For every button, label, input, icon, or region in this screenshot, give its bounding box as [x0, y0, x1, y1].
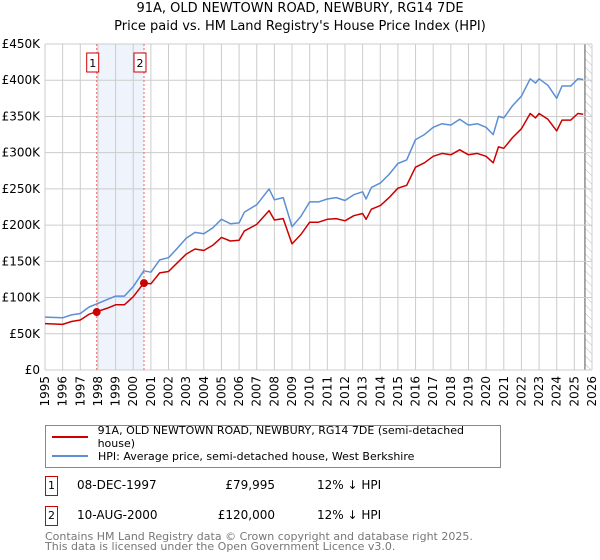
sale-label-box	[133, 52, 147, 73]
x-tick-label: 1996	[56, 376, 70, 407]
sale-label: 2	[136, 57, 143, 70]
hpi-line	[44, 78, 584, 319]
sale-period-shade	[96, 44, 144, 370]
x-tick-label: 2026	[585, 376, 599, 407]
x-tick-label: 2022	[514, 376, 528, 407]
sale-label: 1	[89, 57, 96, 70]
y-tick-label: £0	[25, 363, 40, 377]
x-tick-label: 1999	[109, 376, 123, 407]
x-tick-label: 2002	[162, 376, 176, 407]
x-tick-label: 2003	[179, 376, 193, 407]
x-tick-label: 2016	[409, 376, 423, 407]
transaction-row: 1 08-DEC-1997 £79,995 12% ↓ HPI	[45, 476, 545, 496]
legend-label: HPI: Average price, semi-detached house,…	[98, 449, 415, 463]
y-tick-label: £400K	[2, 73, 42, 87]
x-tick-label: 2025	[567, 376, 581, 407]
x-tick-label: 2024	[550, 376, 564, 407]
sale-point	[92, 308, 101, 317]
x-tick-label: 2012	[338, 376, 352, 407]
x-tick-label: 2009	[285, 376, 299, 407]
transaction-date: 08-DEC-1997	[77, 478, 157, 492]
x-tick-label: 2000	[126, 376, 140, 407]
transaction-price: £79,995	[225, 478, 275, 492]
x-tick-label: 2018	[444, 376, 458, 407]
chart-title: 91A, OLD NEWTOWN ROAD, NEWBURY, RG14 7DE	[136, 1, 464, 16]
x-tick-label: 2019	[461, 376, 475, 407]
chart-subtitle: Price paid vs. HM Land Registry's House …	[114, 19, 486, 34]
legend-item-property: 91A, OLD NEWTOWN ROAD, NEWBURY, RG14 7DE…	[52, 424, 500, 450]
x-tick-label: 2010	[303, 376, 317, 407]
transaction-delta: 12% ↓ HPI	[317, 508, 382, 522]
y-tick-label: £450K	[2, 37, 42, 51]
x-tick-label: 2015	[391, 376, 405, 407]
legend-label: 91A, OLD NEWTOWN ROAD, NEWBURY, RG14 7DE…	[97, 424, 464, 450]
x-tick-label: 2006	[232, 376, 246, 407]
x-tick-label: 2004	[197, 376, 211, 407]
x-tick-label: 1997	[73, 376, 87, 407]
x-tick-label: 1998	[91, 376, 105, 407]
x-tick-label: 2014	[373, 376, 387, 407]
sale-point	[139, 279, 148, 288]
x-tick-label: 2008	[267, 376, 281, 407]
x-tick-label: 2021	[497, 376, 511, 407]
x-tick-label: 2001	[144, 376, 158, 407]
legend-swatch-red	[52, 436, 88, 438]
transaction-row: 2 10-AUG-2000 £120,000 12% ↓ HPI	[45, 506, 545, 526]
transaction-badge: 2	[45, 506, 58, 526]
property-price-line	[44, 112, 584, 326]
x-tick-label: 1995	[38, 376, 52, 407]
footer-line-2: This data is licensed under the Open Gov…	[45, 540, 396, 553]
y-tick-label: £300K	[2, 146, 42, 160]
footer: Contains HM Land Registry data © Crown c…	[45, 530, 473, 553]
x-tick-label: 2011	[320, 376, 334, 407]
legend: 91A, OLD NEWTOWN ROAD, NEWBURY, RG14 7DE…	[45, 424, 501, 468]
x-tick-label: 2020	[479, 376, 493, 407]
y-tick-label: £250K	[2, 182, 42, 196]
legend-swatch-blue	[52, 455, 88, 457]
x-tick-label: 2007	[250, 376, 264, 407]
transaction-price: £120,000	[217, 508, 275, 522]
x-tick-label: 2013	[356, 376, 370, 407]
transaction-badge: 1	[45, 476, 58, 496]
price-chart: 1995 1996 1997 1998 1999 2000 2001 2002 2003 2004…	[2, 37, 599, 407]
x-tick-label: 2005	[214, 376, 228, 407]
y-tick-label: £100K	[2, 291, 42, 305]
forecast-hatch	[584, 44, 592, 370]
y-tick-label: £350K	[2, 109, 42, 123]
y-tick-label: £200K	[2, 218, 42, 232]
transaction-date: 10-AUG-2000	[77, 508, 158, 522]
legend-item-hpi: HPI: Average price, semi-detached house,…	[52, 448, 414, 464]
y-tick-label: £50K	[9, 327, 41, 341]
footer-line-1: Contains HM Land Registry data © Crown c…	[45, 530, 473, 543]
x-tick-label: 2017	[426, 376, 440, 407]
x-tick-label: 2023	[532, 376, 546, 407]
y-tick-label: £150K	[2, 254, 42, 268]
sale-label-box	[86, 52, 100, 73]
transaction-delta: 12% ↓ HPI	[317, 478, 382, 492]
